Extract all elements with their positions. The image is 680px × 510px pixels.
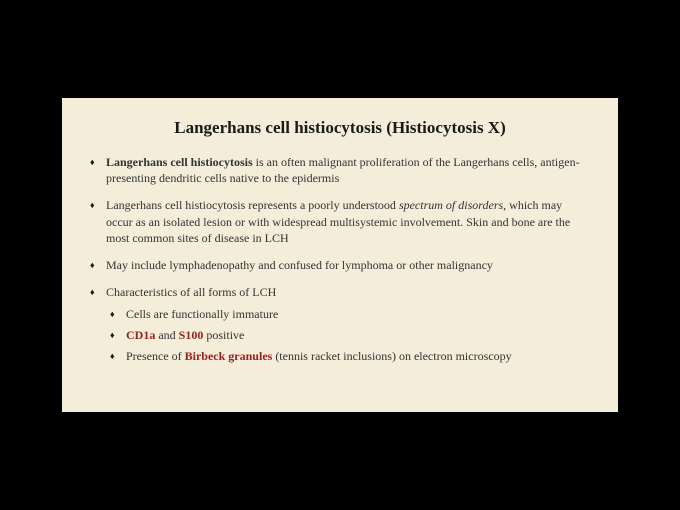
bullet-item: Langerhans cell histiocytosis is an ofte… — [90, 154, 590, 186]
bullet-list: Langerhans cell histiocytosis is an ofte… — [90, 154, 590, 365]
bullet-item: Langerhans cell histiocytosis represents… — [90, 197, 590, 246]
sub-bullet-item: Cells are functionally immature — [106, 306, 590, 323]
sub-bullet-list: Cells are functionally immature CD1a and… — [106, 306, 590, 364]
sub-bullet-text: Cells are functionally immature — [126, 307, 278, 321]
bullet-item: May include lymphadenopathy and confused… — [90, 257, 590, 273]
bullet-text: Characteristics of all forms of LCH — [106, 285, 276, 299]
sub-bullet-item: CD1a and S100 positive — [106, 327, 590, 344]
slide-container: Langerhans cell histiocytosis (Histiocyt… — [62, 98, 618, 412]
bullet-text: Langerhans cell histiocytosis represents… — [106, 198, 399, 212]
bold-lead: Langerhans cell histiocytosis — [106, 155, 253, 169]
bullet-item: Characteristics of all forms of LCH Cell… — [90, 284, 590, 365]
highlight-text: CD1a — [126, 328, 155, 342]
sub-bullet-item: Presence of Birbeck granules (tennis rac… — [106, 348, 590, 365]
highlight-text: S100 — [179, 328, 204, 342]
sub-bullet-text: (tennis racket inclusions) on electron m… — [272, 349, 511, 363]
highlight-text: Birbeck granules — [185, 349, 273, 363]
sub-bullet-text: positive — [203, 328, 244, 342]
sub-bullet-text: Presence of — [126, 349, 185, 363]
bullet-text: May include lymphadenopathy and confused… — [106, 258, 493, 272]
italic-text: spectrum of disorders — [399, 198, 503, 212]
sub-bullet-text: and — [155, 328, 178, 342]
slide-title: Langerhans cell histiocytosis (Histiocyt… — [90, 118, 590, 138]
